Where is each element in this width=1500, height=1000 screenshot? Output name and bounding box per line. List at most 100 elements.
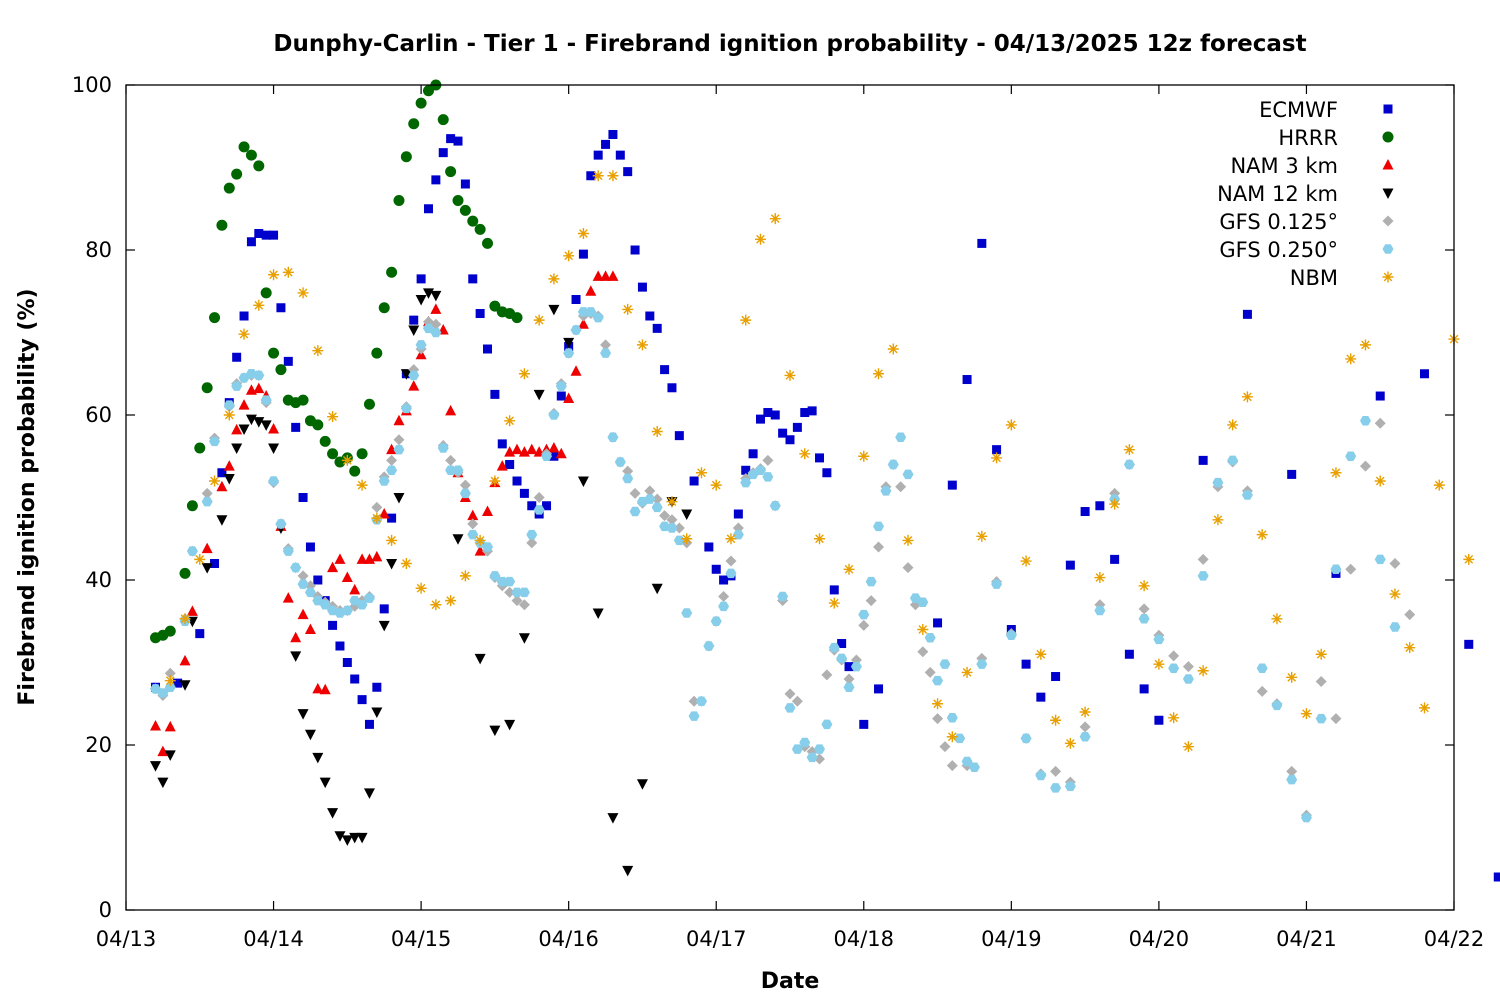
- data-point: [548, 304, 560, 316]
- data-point: [349, 595, 361, 606]
- data-point: [468, 274, 478, 284]
- data-point: [173, 678, 183, 688]
- data-point: [260, 287, 272, 299]
- data-point: [223, 460, 235, 471]
- data-point: [459, 570, 471, 582]
- data-point: [652, 323, 662, 333]
- data-point: [740, 314, 752, 326]
- data-point: [283, 356, 293, 366]
- data-point: [1051, 672, 1061, 682]
- data-point: [637, 282, 647, 292]
- data-point: [231, 381, 243, 391]
- data-point: [645, 311, 655, 321]
- data-point: [577, 307, 589, 317]
- data-point: [946, 713, 958, 723]
- data-point: [459, 204, 471, 216]
- data-point: [1463, 553, 1475, 565]
- data-point: [386, 465, 398, 476]
- data-point: [607, 170, 619, 182]
- data-point: [371, 550, 383, 562]
- data-point: [622, 303, 634, 315]
- data-point: [460, 179, 470, 189]
- data-point: [644, 494, 656, 504]
- data-point: [725, 555, 737, 567]
- data-point: [327, 561, 339, 573]
- data-point: [660, 365, 670, 375]
- axis-ticks: 0 20 40 60 80 100 04/13 04/14 04/15 04/16 04/17 04/…: [72, 73, 1484, 951]
- data-point: [719, 575, 729, 585]
- data-point: [607, 270, 619, 281]
- data-point: [467, 529, 479, 540]
- data-point: [791, 695, 803, 707]
- data-point: [164, 720, 176, 732]
- data-point: [483, 344, 493, 354]
- data-point: [784, 369, 796, 381]
- legend-label: ECMWF: [1259, 98, 1338, 122]
- data-point: [217, 468, 227, 478]
- data-point: [1212, 514, 1224, 526]
- data-point: [319, 435, 331, 447]
- data-point: [1080, 507, 1090, 517]
- data-point: [223, 400, 235, 410]
- data-point: [533, 314, 545, 326]
- data-point: [1182, 661, 1194, 673]
- data-point: [408, 118, 420, 130]
- data-point: [629, 506, 641, 517]
- data-point: [475, 309, 485, 319]
- data-point: [387, 513, 397, 523]
- data-point: [785, 435, 795, 445]
- legend-marker: [1382, 159, 1394, 170]
- legend: ECMWF HRRR NAM 3 km NAM 12 km GFS 0.125° GFS …: [1217, 98, 1394, 290]
- data-point: [1315, 648, 1327, 660]
- data-point: [976, 530, 988, 542]
- data-point: [349, 465, 361, 477]
- data-point: [1227, 419, 1239, 431]
- data-point: [467, 518, 479, 530]
- legend-marker: [1382, 188, 1394, 199]
- data-point: [482, 505, 494, 517]
- data-point: [741, 465, 751, 475]
- data-point: [1079, 731, 1091, 742]
- data-point: [1138, 603, 1150, 615]
- data-point: [1168, 650, 1180, 662]
- data-point: [489, 571, 501, 581]
- data-point: [489, 725, 501, 737]
- data-point: [563, 348, 575, 358]
- data-point: [526, 529, 538, 540]
- data-point: [1345, 563, 1357, 575]
- data-point: [843, 563, 855, 575]
- data-point: [297, 394, 309, 406]
- data-point: [186, 605, 198, 616]
- data-point: [260, 395, 272, 405]
- data-point: [430, 290, 442, 302]
- data-point: [1433, 479, 1445, 491]
- data-point: [873, 368, 885, 380]
- data-point: [932, 713, 944, 725]
- data-point: [644, 485, 656, 497]
- data-point: [636, 779, 648, 790]
- data-point: [836, 653, 848, 664]
- data-point: [415, 582, 427, 594]
- data-point: [319, 599, 331, 610]
- data-point: [1242, 309, 1252, 319]
- data-point: [592, 312, 604, 323]
- data-point: [608, 130, 618, 139]
- data-point: [1404, 642, 1416, 654]
- data-point: [977, 238, 987, 248]
- data-point: [445, 454, 457, 466]
- data-point: [924, 666, 936, 678]
- data-point: [453, 136, 463, 146]
- data-point: [371, 501, 383, 513]
- data-point: [710, 616, 722, 627]
- data-point: [799, 737, 811, 748]
- data-point: [1005, 419, 1017, 431]
- data-point: [570, 365, 582, 376]
- data-point: [223, 409, 235, 421]
- data-point: [1286, 765, 1298, 777]
- data-point: [246, 237, 256, 247]
- data-point: [555, 381, 567, 391]
- data-point: [290, 651, 302, 662]
- data-point: [887, 459, 899, 470]
- x-tick-label: 04/13: [96, 927, 157, 951]
- y-axis-label: Firebrand ignition probability (%): [15, 288, 40, 705]
